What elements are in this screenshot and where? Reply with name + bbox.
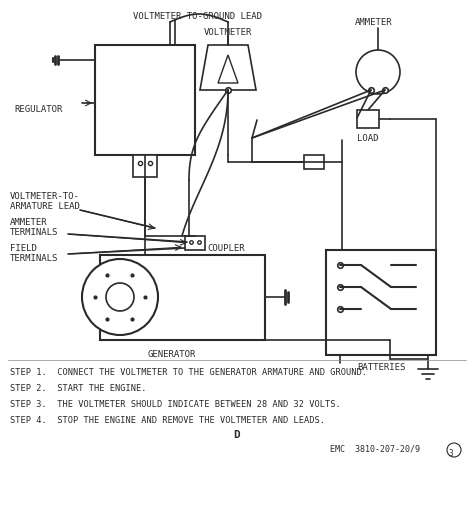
Text: STEP 3.  THE VOLTMETER SHOULD INDICATE BETWEEN 28 AND 32 VOLTS.: STEP 3. THE VOLTMETER SHOULD INDICATE BE… (10, 400, 341, 409)
Circle shape (82, 259, 158, 335)
Text: TERMINALS: TERMINALS (10, 228, 58, 237)
Text: GENERATOR: GENERATOR (148, 350, 196, 359)
Bar (326, 250, 436, 355)
Text: AMMETER: AMMETER (355, 18, 392, 27)
Text: BATTERIES: BATTERIES (357, 363, 405, 372)
Bar (100, 255, 265, 340)
Polygon shape (200, 45, 256, 90)
Circle shape (106, 283, 134, 311)
Text: VOLTMETER-TO-GROUND LEAD: VOLTMETER-TO-GROUND LEAD (133, 12, 262, 21)
Text: LOAD: LOAD (357, 134, 379, 143)
Text: COUPLER: COUPLER (207, 244, 245, 253)
Text: STEP 4.  STOP THE ENGINE AND REMOVE THE VOLTMETER AND LEADS.: STEP 4. STOP THE ENGINE AND REMOVE THE V… (10, 416, 325, 425)
Text: STEP 2.  START THE ENGINE.: STEP 2. START THE ENGINE. (10, 384, 146, 393)
Bar (185, 236, 205, 250)
Text: D: D (234, 430, 240, 440)
Text: REGULATOR: REGULATOR (14, 105, 63, 114)
Bar (304, 155, 324, 169)
Bar (357, 110, 379, 128)
Text: EMC  3810-207-20/9: EMC 3810-207-20/9 (330, 445, 420, 454)
Text: STEP 1.  CONNECT THE VOLTMETER TO THE GENERATOR ARMATURE AND GROUND.: STEP 1. CONNECT THE VOLTMETER TO THE GEN… (10, 368, 367, 377)
Bar (95, 45, 195, 155)
Text: VOLTMETER-TO-: VOLTMETER-TO- (10, 192, 80, 201)
Text: VOLTMETER: VOLTMETER (204, 28, 252, 37)
Text: TERMINALS: TERMINALS (10, 254, 58, 263)
Text: FIELD: FIELD (10, 244, 37, 253)
Text: ARMATURE LEAD: ARMATURE LEAD (10, 202, 80, 211)
Bar (133, 155, 157, 177)
Text: AMMETER: AMMETER (10, 218, 47, 227)
Text: 3: 3 (449, 449, 453, 457)
Circle shape (356, 50, 400, 94)
